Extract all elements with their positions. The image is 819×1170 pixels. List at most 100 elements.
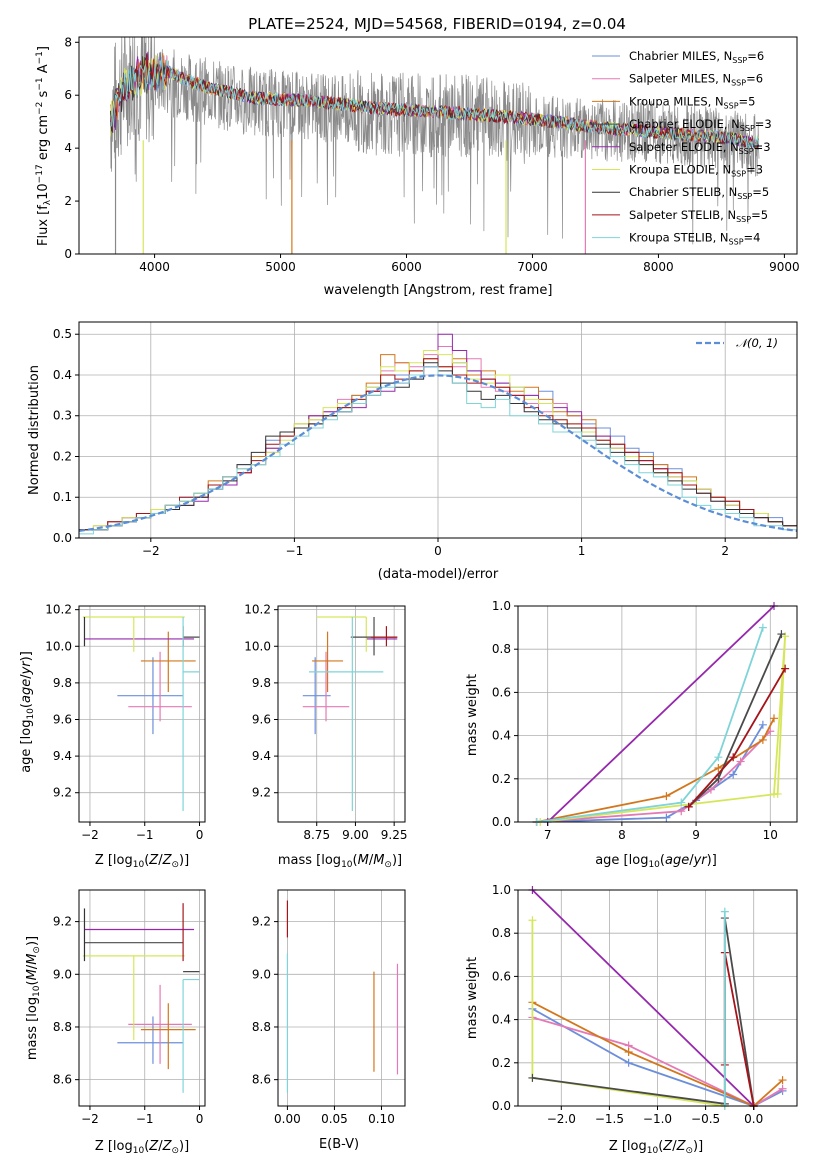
massweight-vs-age-marker (758, 735, 767, 744)
massweight-vs-age-series-line (688, 633, 783, 808)
age-vs-z-frame (78, 605, 206, 823)
spectrum-ytick-label: 8 (64, 35, 72, 49)
massweight-vs-age-marker (662, 792, 671, 801)
residuals-ytick-label: 0.1 (53, 490, 72, 504)
residuals-xtick-label: −1 (286, 544, 304, 558)
spectrum-title: PLATE=2524, MJD=54568, FIBERID=0194, z=0… (248, 15, 626, 33)
massweight-vs-age-marker (714, 753, 723, 762)
age-vs-mass-frame (277, 605, 406, 823)
age-vs-z-xlabel: Z [log10(Z/Z⊙)] (95, 853, 189, 870)
mass-vs-ebv-panel: 0.00 0.05 0.10 8.6 8.8 9.0 9.2 (252, 889, 406, 1126)
massweight-vs-age-marker (781, 632, 790, 641)
massweight-vs-z-series-line (531, 1008, 784, 1107)
normal-curve (78, 374, 798, 532)
spectrum-xtick-label: 6000 (391, 260, 422, 274)
massweight-vs-age-marker (729, 753, 738, 762)
mass-vs-ebv-ytick-label: 9.2 (252, 915, 271, 929)
massweight-vs-age-marker (758, 623, 767, 632)
normal-legend-label: 𝒩(0, 1) (736, 336, 778, 350)
age-vs-mass-xlabel: mass [log10(M/M⊙)] (278, 853, 402, 870)
age-vs-mass-ytick-label: 9.8 (252, 676, 271, 690)
massweight-vs-z-lines (528, 886, 787, 1110)
spectrum-frame (78, 36, 798, 255)
massweight-vs-age-marker (714, 774, 723, 783)
massweight-vs-age-marker (677, 807, 686, 816)
residuals-xtick-label: −2 (142, 544, 160, 558)
residuals-ytick-label: 0.2 (53, 449, 72, 463)
massweight-vs-age-marker (777, 630, 786, 639)
age-vs-z-xtick-label: −2 (81, 828, 99, 842)
spectrum-ticks: 4000 5000 6000 7000 8000 9000 0 2 4 6 8 (64, 35, 799, 274)
massweight-vs-age-marker (781, 664, 790, 673)
massweight-vs-z-marker (528, 1073, 537, 1082)
age-vs-z-xtick-label: −1 (136, 828, 154, 842)
massweight-vs-z-xtick-label: −1.5 (595, 1112, 624, 1126)
massweight-vs-z-series-line (531, 1001, 784, 1108)
massweight-vs-z-ytick-label: 0.2 (492, 1056, 511, 1070)
age-vs-mass-ytick-label: 9.2 (252, 786, 271, 800)
mass-vs-z-xtick-label: −2 (81, 1112, 99, 1126)
residuals-xtick-label: 1 (578, 544, 586, 558)
residuals-ylabel: Normed distribution (27, 365, 42, 495)
massweight-vs-age-xtick-label: 9 (692, 828, 700, 842)
massweight-vs-age-marker (769, 714, 778, 723)
spectrum-xtick-label: 7000 (517, 260, 548, 274)
mass-vs-z-panel: −2 −1 0 8.6 8.8 9.0 9.2 (53, 889, 206, 1126)
age-vs-mass-ytick-label: 10.2 (244, 603, 271, 617)
age-vs-z-ytick-label: 9.4 (53, 749, 72, 763)
massweight-vs-age-marker (758, 720, 767, 729)
mass-vs-ebv-xtick-label: 0.00 (274, 1112, 301, 1126)
massweight-vs-age-lines (532, 602, 790, 826)
spectrum-ytick-label: 2 (64, 194, 72, 208)
age-vs-z-ytick-label: 10.0 (45, 639, 72, 653)
age-vs-mass-ytick-label: 9.6 (252, 712, 271, 726)
age-vs-z-panel: −2 −1 0 9.2 9.4 9.6 9.8 10.0 10.2 (45, 603, 206, 842)
model-spectrum-line (110, 53, 759, 150)
mass-vs-ebv-xtick-label: 0.05 (321, 1112, 348, 1126)
residuals-panel: −2 −1 0 1 2 0.0 0.1 0.2 0.3 0.4 0.5 (data-model)/e… (27, 321, 798, 582)
mass-vs-z-xtick-label: −1 (136, 1112, 154, 1126)
legend-entry: Salpeter ELODIE, NSSP=3 (629, 140, 771, 156)
massweight-vs-z-xtick-label: −2.0 (547, 1112, 576, 1126)
massweight-vs-z-xtick-label: −0.5 (691, 1112, 720, 1126)
massweight-vs-age-xtick-label: 10 (763, 828, 778, 842)
massweight-vs-z-series-line (532, 917, 755, 1107)
age-vs-mass-ytick-label: 9.4 (252, 749, 271, 763)
massweight-vs-age-ylabel: mass weight (465, 674, 480, 756)
mass-vs-z-xtick-label: 0 (196, 1112, 204, 1126)
mass-vs-z-ytick-label: 9.2 (53, 915, 72, 929)
residuals-xlabel: (data-model)/error (378, 567, 499, 582)
massweight-vs-age-marker (714, 764, 723, 772)
mass-vs-z-ytick-label: 8.8 (53, 1020, 72, 1034)
massweight-vs-age-series-line (536, 627, 764, 823)
massweight-vs-age-ytick-label: 1.0 (492, 599, 511, 613)
massweight-vs-age-series-line (540, 636, 786, 823)
age-vs-mass-xtick-label: 9.25 (381, 828, 408, 842)
spectrum-xtick-label: 4000 (139, 260, 170, 274)
mass-vs-ebv-frame (277, 889, 406, 1107)
age-vs-mass-points (302, 616, 398, 812)
spectrum-xtick-label: 9000 (769, 260, 800, 274)
mass-vs-ebv-ytick-label: 8.8 (252, 1020, 271, 1034)
massweight-vs-z-xtick-label: −1.0 (643, 1112, 672, 1126)
residuals-plot-area (78, 333, 798, 535)
age-vs-mass-xtick-label: 9.00 (342, 828, 369, 842)
age-vs-z-points (82, 616, 200, 812)
residuals-ytick-label: 0.4 (53, 368, 72, 382)
massweight-vs-age-frame (517, 605, 798, 823)
mass-vs-ebv-points (286, 900, 399, 1093)
massweight-vs-age-ytick-label: 0.2 (492, 772, 511, 786)
mass-vs-ebv-xlabel: E(B-V) (319, 1137, 359, 1152)
massweight-vs-z-panel: −2.0 −1.5 −1.0 −0.5 0.0 0.0 0.2 0.4 0.6 0.8 1.0 (492, 883, 798, 1126)
massweight-vs-age-series-line (547, 605, 775, 823)
observed-spectrum-line (110, 37, 760, 245)
massweight-vs-age-ytick-label: 0.6 (492, 685, 511, 699)
mass-vs-z-points (82, 903, 200, 1093)
massweight-vs-z-marker (528, 916, 537, 925)
mass-vs-ebv-ytick-label: 9.0 (252, 967, 271, 981)
residuals-ytick-label: 0.3 (53, 409, 72, 423)
massweight-vs-z-marker (778, 1076, 787, 1085)
massweight-vs-z-marker (778, 1084, 787, 1093)
massweight-vs-z-marker (720, 907, 729, 916)
